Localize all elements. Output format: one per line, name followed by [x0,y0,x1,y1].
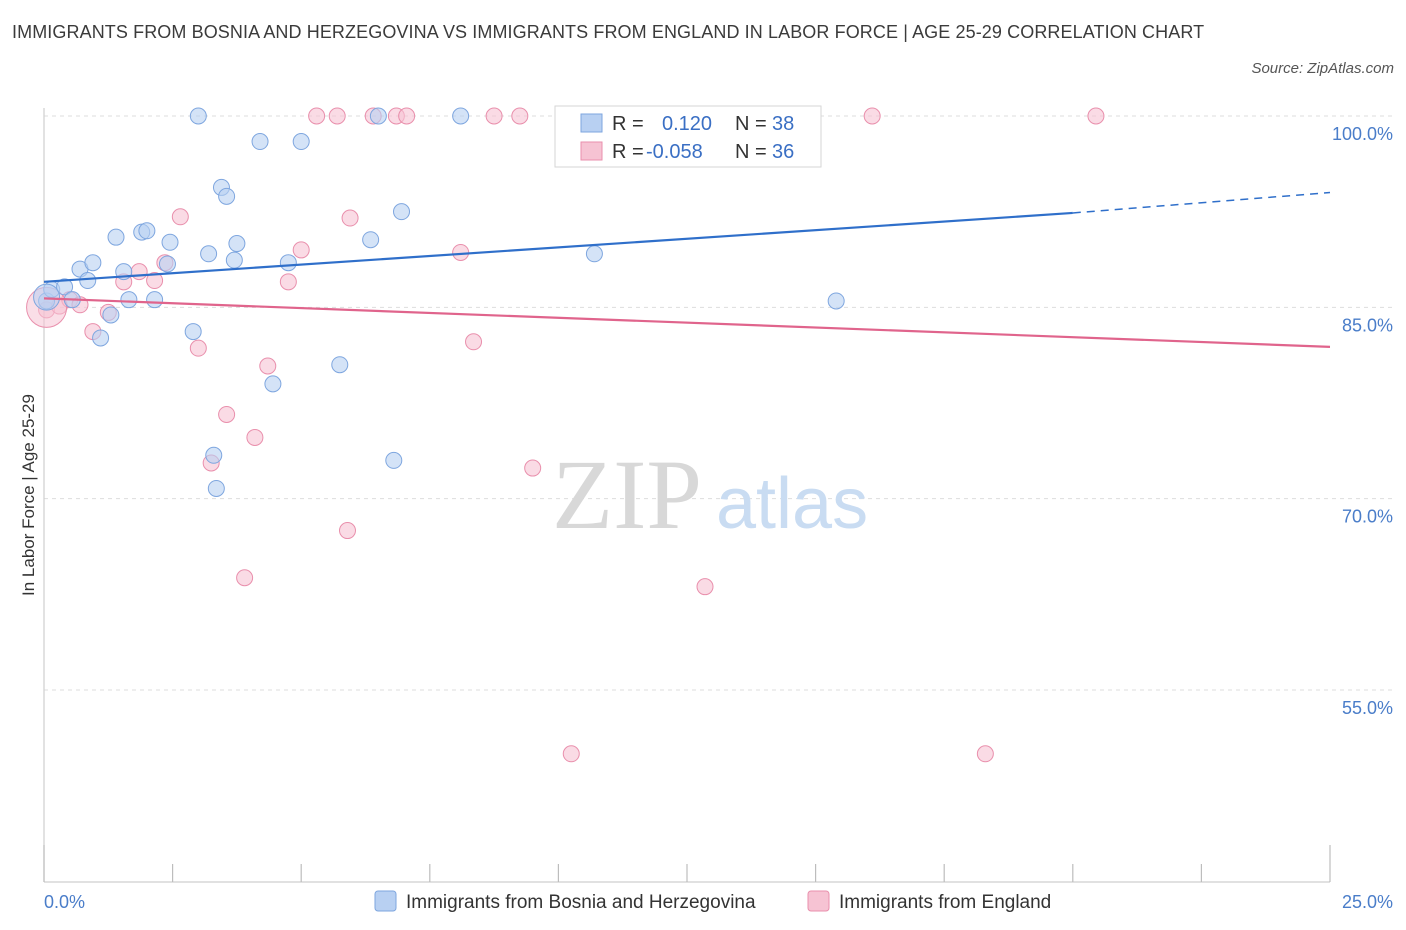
bosnia-point [161,233,179,251]
bosnia-point [251,133,269,151]
bosnia-trend-line [43,211,1073,283]
bosnia-point [585,245,603,263]
england-point [218,405,236,423]
bosnia-point [393,203,411,221]
legend-n-label-england: N = [735,141,767,163]
bosnia-point [102,306,120,324]
bosnia-point [207,479,225,497]
bosnia-point [56,278,74,296]
england-point [189,339,207,357]
legend-swatch-bosnia [580,113,603,133]
legend-r-value-england: -0.058 [646,141,703,163]
bosnia-point [827,292,845,310]
england-point [976,745,994,763]
england-point [246,428,264,446]
england-point [130,263,148,281]
legend-n-value-england: 36 [772,141,794,163]
series-england-points [26,107,1105,763]
trend-lines [43,191,1331,348]
bosnia-point [369,107,387,125]
legend-n-label-bosnia: N = [735,113,767,135]
england-point [398,107,416,125]
y-tick-label: 70.0% [1342,507,1393,527]
england-point [308,107,326,125]
series-legend-swatch-england [807,890,830,912]
england-point [1087,107,1105,125]
chart-title: IMMIGRANTS FROM BOSNIA AND HERZEGOVINA V… [12,22,1205,42]
bosnia-point [158,255,176,273]
series-legend-label-bosnia: Immigrants from Bosnia and Herzegovina [406,892,756,913]
bosnia-point [120,291,138,309]
stats-legend: R = 0.120 N = 38 R = -0.058 N = 36 [554,105,822,168]
y-tick-label: 55.0% [1342,698,1393,718]
england-point [292,241,310,259]
bosnia-point [92,329,110,347]
england-point [524,459,542,477]
bosnia-point [385,451,403,469]
bosnia-point [184,323,202,341]
bosnia-point [205,446,223,464]
bosnia-point [33,283,61,311]
bosnia-point [218,187,236,205]
england-point [696,578,714,596]
bosnia-point [79,272,97,290]
bosnia-point [146,291,164,309]
england-point [562,745,580,763]
bosnia-point [228,235,246,253]
legend-swatch-england [580,141,603,161]
england-point [485,107,503,125]
england-point [338,522,356,540]
bosnia-point [362,231,380,249]
england-trend-line [43,297,1331,348]
england-point [279,273,297,291]
series-legend-label-england: Immigrants from England [839,892,1051,913]
bosnia-point [189,107,207,125]
england-point [328,107,346,125]
england-point [465,333,483,351]
england-point [171,208,189,226]
bosnia-point [138,222,156,240]
legend-r-label-bosnia: R = [612,113,644,135]
england-point [863,107,881,125]
bosnia-point [452,107,470,125]
x-axis-ticks [43,845,1331,882]
england-point [511,107,529,125]
bosnia-point [107,228,125,246]
bosnia-point [292,133,310,151]
y-tick-label: 100.0% [1332,124,1393,144]
bosnia-point [279,254,297,272]
england-point [236,569,254,587]
legend-n-value-bosnia: 38 [772,113,794,135]
legend-r-value-bosnia: 0.120 [662,113,712,135]
bosnia-point [84,254,102,272]
bosnia-point [225,251,243,269]
series-legend: Immigrants from Bosnia and Herzegovina I… [374,890,1051,913]
bosnia-point [264,375,282,393]
bosnia-trend-extension [1072,191,1331,214]
england-point [341,209,359,227]
bosnia-point [200,245,218,263]
y-axis-title: In Labor Force | Age 25-29 [19,394,38,596]
y-tick-labels: 100.0% 85.0% 70.0% 55.0% [1332,124,1393,718]
y-tick-label: 85.0% [1342,315,1393,335]
x-tick-label-min: 0.0% [44,892,85,912]
x-tick-label-max: 25.0% [1342,892,1393,912]
watermark-atlas: atlas [716,464,868,544]
gridlines [44,115,1392,691]
series-legend-swatch-bosnia [374,890,397,912]
england-point [146,272,164,290]
source-label: Source: ZipAtlas.com [1251,60,1394,77]
bosnia-point [331,356,349,374]
england-point [259,357,277,375]
legend-r-label-england: R = [612,141,644,163]
watermark-zip: ZIP [552,439,702,550]
